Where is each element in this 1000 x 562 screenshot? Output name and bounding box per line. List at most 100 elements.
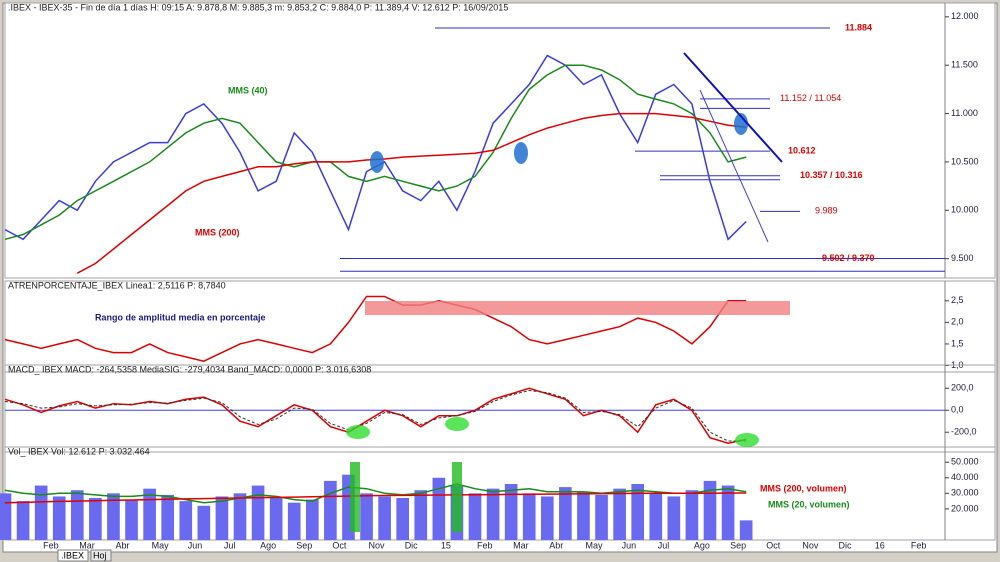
volume-bar <box>595 494 608 540</box>
y-tick-label: 40.000 <box>951 472 979 482</box>
x-tick-label: Nov <box>802 540 819 550</box>
volume-bar <box>305 499 319 540</box>
macd-marker <box>445 417 469 431</box>
crossover-marker <box>370 151 384 173</box>
volume-bar <box>16 501 30 540</box>
volume-bar <box>631 484 645 540</box>
series-line <box>4 64 747 241</box>
series-line <box>4 387 747 444</box>
volume-bar <box>486 488 500 540</box>
x-tick-label: Mar <box>513 540 529 550</box>
annotation: MMS (200) <box>195 227 240 237</box>
x-tick-label: Oct <box>332 540 347 550</box>
y-tick-label: 30.000 <box>951 488 979 498</box>
atr-highlight <box>365 301 790 315</box>
volume-bar <box>324 480 337 540</box>
y-tick-label: 10.000 <box>951 205 979 215</box>
volume-bar <box>34 485 48 540</box>
y-tick-label: 1,5 <box>951 338 964 348</box>
sheet-tab-label[interactable]: Hoj <box>93 550 107 560</box>
x-tick-label: 15 <box>441 540 451 550</box>
x-tick-label: May <box>152 540 170 550</box>
x-tick-label: Jun <box>622 540 637 550</box>
volume-bar <box>360 493 373 540</box>
x-tick-label: Mar <box>79 540 95 550</box>
volume-highlight <box>452 462 462 532</box>
volume-bar <box>559 487 572 540</box>
x-tick-label: Abr <box>549 540 563 550</box>
volume-bar <box>251 485 265 540</box>
macd-marker <box>735 433 759 447</box>
level-label: 11.884 <box>845 22 872 32</box>
x-tick-label: Ago <box>694 540 710 550</box>
level-label: 11.152 / 11.054 <box>780 93 841 103</box>
sheet-tab[interactable] <box>57 549 89 562</box>
volume-bar <box>540 496 554 540</box>
volume-bar <box>685 490 699 540</box>
volume-bar <box>522 493 536 540</box>
annotation: MMS (200, volumen) <box>760 483 847 493</box>
x-tick-label: Jul <box>224 540 236 550</box>
x-tick-label: Feb <box>43 540 59 550</box>
volume-bar <box>432 477 446 540</box>
panel-header: MACD_ IBEX MACD: -264,5358 MediaSIG: -27… <box>8 364 371 374</box>
volume-bar <box>215 496 229 540</box>
x-tick-label: Ago <box>260 540 276 550</box>
volume-bar <box>52 496 66 540</box>
annotation: Rango de amplitud media en porcentaje <box>95 312 266 322</box>
volume-bar <box>89 498 102 540</box>
trend-line <box>683 52 783 163</box>
y-tick-label: 2,0 <box>951 317 964 327</box>
panel-header: ATRENPORCENTAJE_IBEX Linea1: 2,5116 P: 8… <box>8 280 226 290</box>
volume-highlight <box>350 462 360 532</box>
panel-header: .IBEX - IBEX-35 - Fin de día 1 días H: 0… <box>8 2 508 12</box>
x-tick-label: May <box>585 540 603 550</box>
volume-bar <box>739 520 753 540</box>
x-tick-label: Dic <box>405 540 418 550</box>
x-tick-label: Sep <box>296 540 312 550</box>
volume-bar <box>649 493 663 540</box>
volume-bar <box>179 501 193 540</box>
x-tick-label: Nov <box>369 540 386 550</box>
y-tick-label: 11.500 <box>951 60 978 70</box>
level-label: 10.612 <box>788 145 816 155</box>
x-tick-label: Abr <box>115 540 129 550</box>
series-line <box>4 483 747 504</box>
volume-bar <box>667 496 681 540</box>
y-tick-label: 10.500 <box>951 156 979 166</box>
trend-line <box>699 89 769 243</box>
volume-bar <box>0 493 12 540</box>
volume-bar <box>703 480 717 540</box>
volume-bar <box>577 491 590 540</box>
y-tick-label: 50.000 <box>951 457 979 467</box>
series-line <box>76 112 747 274</box>
y-tick-label: 0,0 <box>951 405 964 415</box>
y-tick-label: 2,5 <box>951 295 964 305</box>
macd-marker <box>346 425 370 439</box>
volume-bar <box>287 502 301 540</box>
volume-bar <box>161 494 175 540</box>
panel-header: Vol_ IBEX Vol: 12.612 P: 3.032.464 <box>8 446 150 456</box>
level-label: 10.357 / 10.316 <box>800 170 863 180</box>
volume-bar <box>125 499 138 540</box>
x-tick-label: 16 <box>875 540 885 550</box>
volume-bar <box>468 493 482 540</box>
volume-bar <box>197 505 211 540</box>
sheet-tab[interactable] <box>90 549 112 562</box>
panel <box>4 280 996 373</box>
volume-bar <box>504 484 518 540</box>
y-tick-label: 12.000 <box>951 11 979 21</box>
volume-bar <box>233 493 247 540</box>
volume-bar <box>396 498 410 540</box>
series-line <box>4 389 747 442</box>
x-tick-label: Dic <box>839 540 852 550</box>
volume-bar <box>70 490 84 540</box>
sheet-tab-label[interactable]: .IBEX <box>61 550 84 560</box>
y-tick-label: 11.000 <box>951 108 978 118</box>
x-tick-label: Sep <box>730 540 746 550</box>
volume-bar <box>721 485 735 540</box>
volume-bar <box>107 493 120 540</box>
x-tick-label: Oct <box>766 540 781 550</box>
volume-bar <box>143 488 156 540</box>
x-tick-label: Feb <box>911 540 927 550</box>
